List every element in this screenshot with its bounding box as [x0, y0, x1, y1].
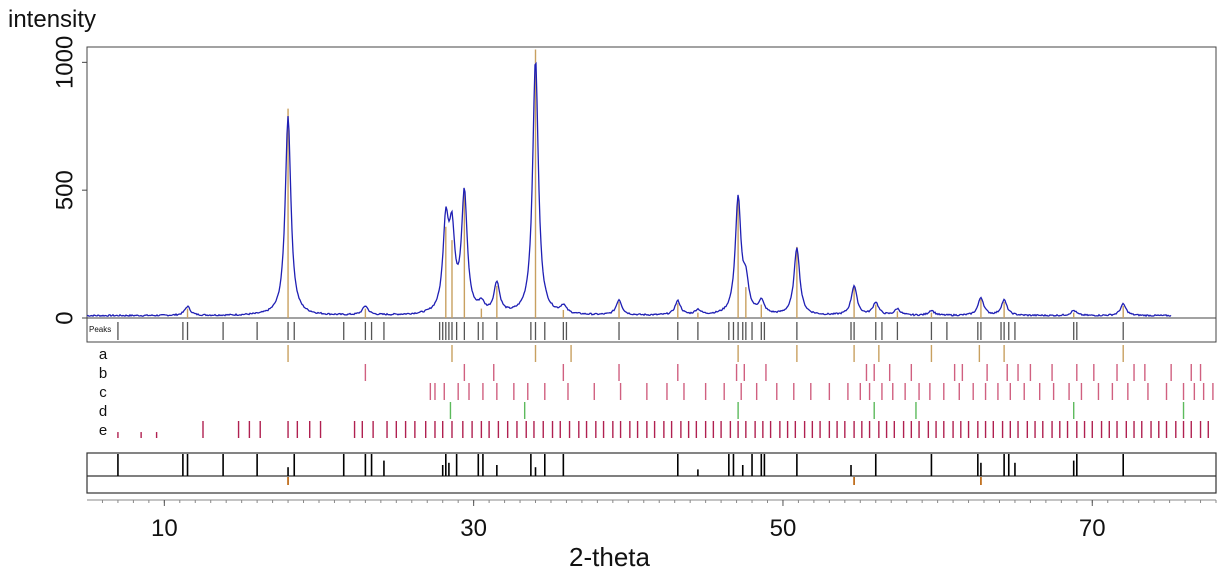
peaks-track-label: Peaks — [89, 325, 111, 334]
chart-frames — [86, 46, 1217, 494]
y-axis-title: intensity — [8, 6, 97, 33]
phase-label-c: c — [99, 384, 107, 401]
x-axis-title: 2-theta — [569, 542, 650, 572]
x-tick-label: 10 — [151, 515, 178, 542]
main-plot-frame — [86, 46, 1217, 319]
phase-label-e: e — [99, 422, 107, 439]
peaks-track-frame — [86, 317, 1217, 343]
reference-lines — [186, 49, 1124, 318]
y-tick-label: 500 — [51, 170, 78, 210]
x-tick-label: 30 — [460, 515, 487, 542]
phase-label-b: b — [99, 365, 107, 382]
y-tick-label: 1000 — [51, 36, 78, 89]
y-tick-label: 0 — [51, 311, 78, 324]
axes: 0 500 1000 10 30 50 70 — [51, 36, 1217, 542]
difference-frame — [86, 452, 1217, 494]
pattern-line — [86, 61, 1172, 318]
x-tick-label: 50 — [770, 515, 797, 542]
phase-label-d: d — [99, 403, 107, 420]
difference-track — [117, 454, 1125, 485]
x-tick-label: 70 — [1079, 515, 1106, 542]
pattern-line-layer — [86, 61, 1172, 318]
peaks-track: Peaks — [89, 322, 1124, 340]
phase-label-a: a — [99, 346, 108, 363]
